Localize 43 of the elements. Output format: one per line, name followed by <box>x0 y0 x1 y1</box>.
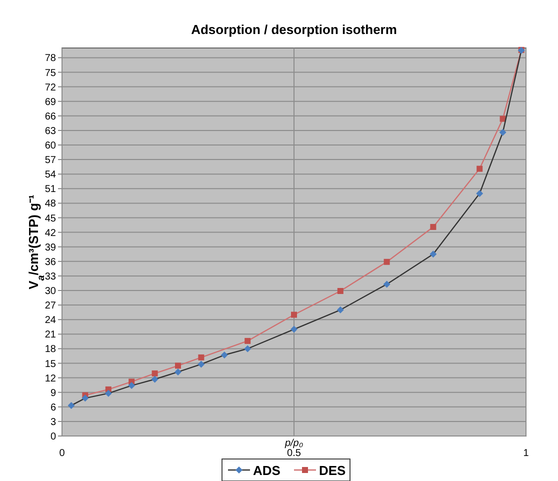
y-tick-label: 27 <box>44 300 56 312</box>
x-tick-label: 0.5 <box>287 448 302 459</box>
y-tick-label: 45 <box>44 213 56 224</box>
y-tick-label: 21 <box>44 330 56 341</box>
y-tick-label: 0 <box>50 432 56 442</box>
y-tick-label: 39 <box>44 242 56 254</box>
y-tick-label: 33 <box>44 271 56 282</box>
y-tick-label: 9 <box>50 388 56 399</box>
y-tick-label: 66 <box>44 111 56 122</box>
y-tick-label: 6 <box>50 402 56 414</box>
point <box>291 312 297 318</box>
y-tick-label: 69 <box>44 96 56 108</box>
y-tick-label: 12 <box>44 373 56 384</box>
x-axis-title: p/p₀ <box>284 438 304 449</box>
legend-label: DES <box>319 463 346 478</box>
y-tick-label: 57 <box>44 155 56 166</box>
y-tick-label: 51 <box>44 184 56 196</box>
y-tick-label: 63 <box>44 126 56 137</box>
y-tick-label: 60 <box>44 140 56 152</box>
x-tick-label: 1 <box>523 448 530 459</box>
point <box>175 362 181 369</box>
point <box>152 370 158 376</box>
legend-label: ADS <box>253 463 281 478</box>
point <box>198 354 204 360</box>
y-tick-label: 30 <box>44 286 56 297</box>
y-tick-label: 54 <box>44 170 56 181</box>
y-tick-label: 72 <box>44 82 56 94</box>
y-tick-label: 48 <box>44 198 56 210</box>
point <box>244 338 251 344</box>
chart-title: Adsorption / desorption isotherm <box>191 22 397 37</box>
point <box>476 166 483 172</box>
y-tick-label: 18 <box>44 344 56 356</box>
x-tick-label: 0 <box>59 448 66 459</box>
y-tick-label: 3 <box>50 416 56 428</box>
point <box>337 288 344 294</box>
point <box>384 258 390 265</box>
y-tick-label: 15 <box>44 358 56 370</box>
point <box>430 224 436 230</box>
y-tick-label: 42 <box>44 228 56 239</box>
y-tick-label: 78 <box>44 53 56 64</box>
y-tick-label: 36 <box>44 256 56 268</box>
y-tick-label: 75 <box>44 68 56 79</box>
y-tick-label: 24 <box>44 315 56 326</box>
